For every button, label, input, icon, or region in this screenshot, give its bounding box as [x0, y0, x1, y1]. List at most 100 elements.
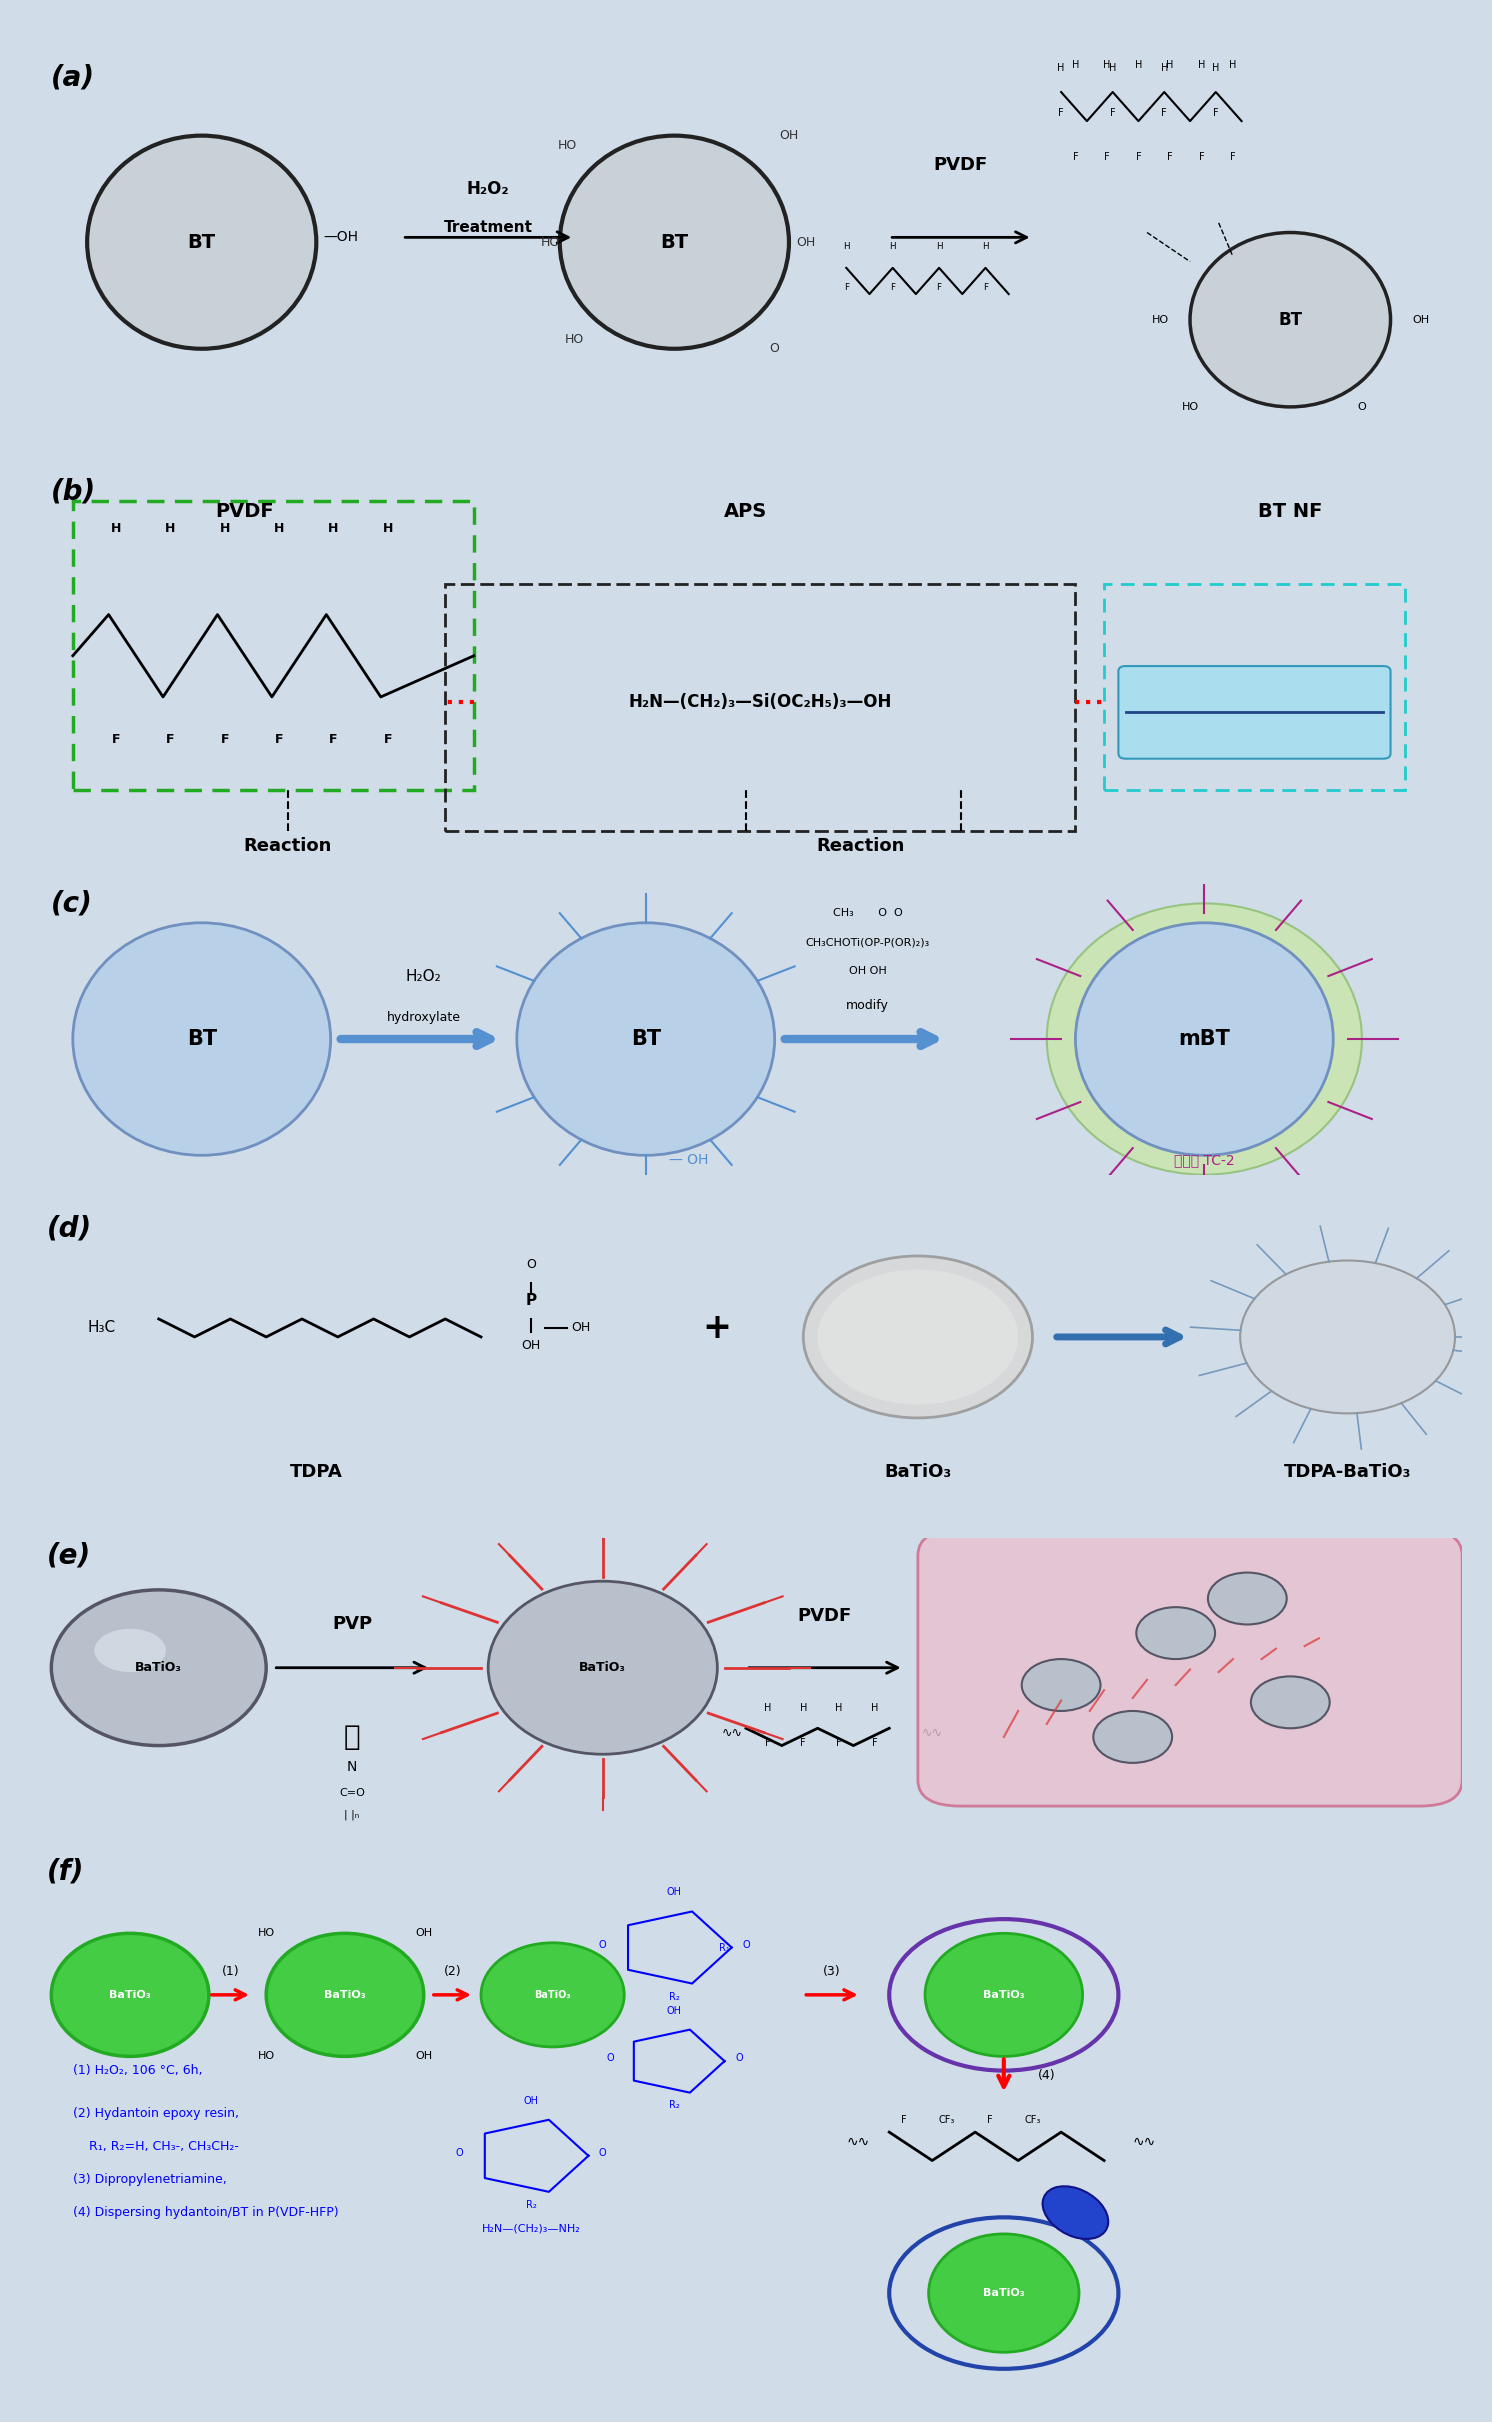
- Ellipse shape: [1191, 233, 1391, 407]
- Text: (1) H₂O₂, 106 °C, 6h,: (1) H₂O₂, 106 °C, 6h,: [73, 2064, 203, 2078]
- Ellipse shape: [818, 1269, 1018, 1405]
- Text: O: O: [455, 2148, 464, 2158]
- Text: (d): (d): [48, 1216, 93, 1242]
- Ellipse shape: [73, 923, 331, 1155]
- Text: BaTiO₃: BaTiO₃: [983, 1991, 1025, 2001]
- FancyBboxPatch shape: [1119, 666, 1391, 758]
- Text: F: F: [330, 734, 337, 746]
- Text: ∿∿: ∿∿: [846, 2136, 870, 2148]
- Text: OH: OH: [1411, 315, 1429, 325]
- Text: F: F: [873, 1737, 877, 1749]
- Text: BaTiO₃: BaTiO₃: [136, 1661, 182, 1674]
- Text: H: H: [800, 1703, 807, 1712]
- Text: O: O: [736, 2054, 743, 2064]
- Text: H: H: [1161, 63, 1168, 73]
- Ellipse shape: [1022, 1659, 1101, 1710]
- Text: F: F: [801, 1737, 806, 1749]
- FancyBboxPatch shape: [918, 1528, 1462, 1807]
- Text: HO: HO: [558, 138, 576, 153]
- Text: (a): (a): [51, 63, 95, 92]
- Text: F: F: [383, 734, 392, 746]
- Text: O: O: [770, 342, 780, 356]
- Bar: [445, 584, 1076, 831]
- Ellipse shape: [94, 1630, 166, 1671]
- Ellipse shape: [51, 1589, 266, 1746]
- Text: R₁: R₁: [719, 1942, 730, 1952]
- Ellipse shape: [560, 136, 789, 349]
- Text: BaTiO₃: BaTiO₃: [579, 1661, 627, 1674]
- Text: TDPA-BaTiO₃: TDPA-BaTiO₃: [1285, 1463, 1411, 1480]
- Text: ∿∿: ∿∿: [721, 1727, 742, 1739]
- Text: H: H: [764, 1703, 771, 1712]
- Text: OH OH: OH OH: [849, 966, 886, 976]
- Text: F: F: [275, 734, 283, 746]
- Text: PVDF: PVDF: [798, 1606, 852, 1625]
- Ellipse shape: [1047, 903, 1362, 1175]
- Text: F: F: [1213, 109, 1219, 119]
- Text: H: H: [110, 523, 121, 535]
- Text: H: H: [219, 523, 230, 535]
- Text: F: F: [1198, 153, 1204, 162]
- Text: H: H: [982, 242, 989, 249]
- Text: HO: HO: [540, 235, 560, 249]
- Text: (f): (f): [48, 1858, 85, 1887]
- Ellipse shape: [1209, 1572, 1286, 1625]
- Text: BT: BT: [631, 1029, 661, 1049]
- Text: O: O: [1358, 402, 1367, 412]
- Text: (2) Hydantoin epoxy resin,: (2) Hydantoin epoxy resin,: [73, 2107, 239, 2119]
- Text: PVP: PVP: [333, 1615, 372, 1632]
- Text: F: F: [1110, 109, 1116, 119]
- Text: mBT: mBT: [1179, 1029, 1231, 1049]
- Text: R₂: R₂: [668, 1991, 680, 2001]
- Text: CH₃CHOTi(OP-P(OR)₂)₃: CH₃CHOTi(OP-P(OR)₂)₃: [806, 937, 930, 947]
- Text: BT: BT: [1279, 310, 1303, 329]
- Text: BaTiO₃: BaTiO₃: [983, 2289, 1025, 2298]
- Ellipse shape: [925, 1933, 1083, 2056]
- Text: O: O: [742, 1940, 750, 1950]
- Text: F: F: [1167, 153, 1173, 162]
- Text: H: H: [1071, 61, 1079, 70]
- Text: F: F: [986, 2114, 992, 2124]
- Ellipse shape: [488, 1582, 718, 1754]
- Text: (4): (4): [1038, 2068, 1056, 2083]
- Text: HO: HO: [564, 332, 583, 346]
- Ellipse shape: [1250, 1676, 1329, 1729]
- Text: F: F: [1104, 153, 1110, 162]
- Text: C=O: C=O: [339, 1787, 366, 1797]
- Ellipse shape: [928, 2233, 1079, 2352]
- Text: ∿∿: ∿∿: [1132, 2136, 1156, 2148]
- Ellipse shape: [1043, 2187, 1109, 2238]
- Text: F: F: [844, 283, 849, 291]
- Text: R₂: R₂: [668, 2100, 680, 2110]
- Text: H: H: [843, 242, 849, 249]
- Text: HO: HO: [1182, 402, 1198, 412]
- Ellipse shape: [51, 1933, 209, 2056]
- Text: R₂: R₂: [525, 2199, 537, 2209]
- Text: F: F: [901, 2114, 906, 2124]
- Text: OH: OH: [522, 1339, 540, 1351]
- Text: F: F: [937, 283, 941, 291]
- Text: ⌒⌒⌒ TC-2: ⌒⌒⌒ TC-2: [1174, 1153, 1235, 1167]
- Text: —OH: —OH: [324, 230, 358, 245]
- Bar: [1104, 584, 1405, 790]
- Text: +: +: [703, 1310, 733, 1344]
- Text: H: H: [275, 523, 285, 535]
- Text: H₂N—(CH₂)₃—NH₂: H₂N—(CH₂)₃—NH₂: [482, 2223, 580, 2233]
- Text: BaTiO₃: BaTiO₃: [324, 1991, 366, 2001]
- Text: H: H: [889, 242, 897, 249]
- Ellipse shape: [1094, 1710, 1173, 1763]
- Text: CF₃: CF₃: [1025, 2114, 1040, 2124]
- Text: (e): (e): [48, 1540, 91, 1569]
- Text: H: H: [1135, 61, 1143, 70]
- Text: H₂N—(CH₂)₃—Si(OC₂H₅)₃—OH: H₂N—(CH₂)₃—Si(OC₂H₅)₃—OH: [628, 693, 892, 712]
- Text: R₁, R₂=H, CH₃-, CH₃CH₂-: R₁, R₂=H, CH₃-, CH₃CH₂-: [73, 2139, 239, 2153]
- Text: H: H: [1212, 63, 1219, 73]
- Text: CF₃: CF₃: [938, 2114, 955, 2124]
- Text: (3) Dipropylenetriamine,: (3) Dipropylenetriamine,: [73, 2173, 227, 2187]
- Text: — OH: — OH: [668, 1153, 709, 1167]
- Text: F: F: [891, 283, 895, 291]
- Text: BT: BT: [188, 233, 216, 252]
- Text: H: H: [166, 523, 176, 535]
- Text: F: F: [1058, 109, 1064, 119]
- Text: H: H: [1058, 63, 1065, 73]
